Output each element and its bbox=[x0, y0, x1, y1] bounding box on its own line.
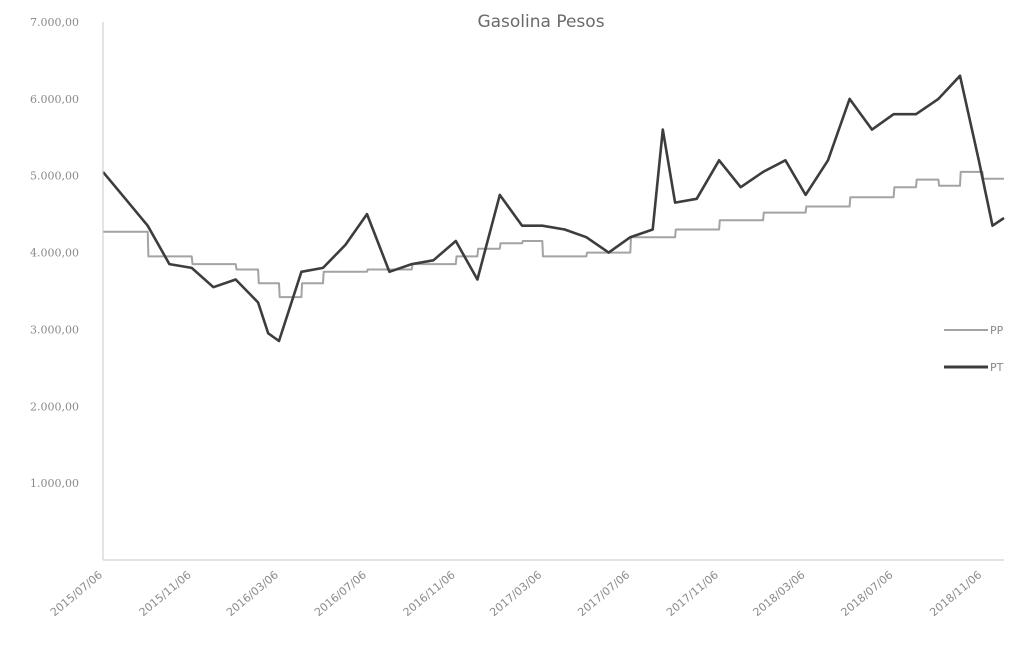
x-tick-label: 2015/07/06 bbox=[48, 568, 105, 619]
series-line-pt bbox=[102, 74, 1005, 343]
y-tick-label: 7.000,00 bbox=[30, 16, 79, 29]
y-axis-ticks: 1.000,00 2.000,00 3.000,00 4.000,00 5.000,00… bbox=[30, 16, 79, 490]
series-line-pp bbox=[103, 170, 1004, 299]
plot-area bbox=[102, 74, 1005, 343]
x-tick-label: 2016/03/06 bbox=[224, 568, 281, 619]
x-tick-label: 2016/07/06 bbox=[312, 568, 369, 619]
y-tick-label: 3.000,00 bbox=[30, 323, 79, 336]
y-tick-label: 2.000,00 bbox=[30, 400, 79, 413]
y-tick-label: 1.000,00 bbox=[30, 477, 79, 490]
x-axis-ticks: 2015/07/06 2015/11/06 2016/03/06 2016/07/06… bbox=[48, 568, 984, 619]
x-tick-label: 2017/03/06 bbox=[487, 568, 544, 619]
x-tick-label: 2018/07/06 bbox=[839, 568, 896, 619]
y-tick-label: 4.000,00 bbox=[30, 247, 79, 260]
x-tick-label: 2018/03/06 bbox=[751, 568, 808, 619]
chart-title: Gasolina Pesos bbox=[477, 12, 604, 32]
legend-label-pt: PT bbox=[990, 361, 1004, 374]
x-tick-label: 2016/11/06 bbox=[401, 568, 458, 619]
legend: PP PT bbox=[944, 324, 1004, 374]
x-tick-label: 2017/07/06 bbox=[575, 568, 632, 619]
y-tick-label: 5.000,00 bbox=[30, 170, 79, 183]
x-tick-label: 2015/11/06 bbox=[137, 568, 194, 619]
legend-label-pp: PP bbox=[990, 324, 1004, 337]
x-tick-label: 2017/11/06 bbox=[664, 568, 721, 619]
x-tick-label: 2018/11/06 bbox=[927, 568, 984, 619]
y-tick-label: 6.000,00 bbox=[30, 93, 79, 106]
